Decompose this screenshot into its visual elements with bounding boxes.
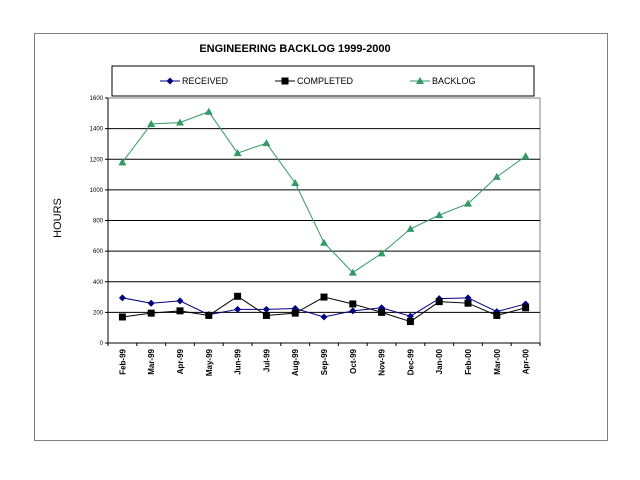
data-point-received — [349, 307, 357, 315]
data-point-completed — [205, 311, 213, 319]
data-point-completed — [493, 311, 501, 319]
x-tick-label: Aug-99 — [291, 348, 300, 376]
data-point-backlog — [291, 178, 300, 186]
data-point-received — [464, 294, 472, 302]
axes: 0 200 400 600 800 1000 1200 1400 1600 Feb-99 Mar-9… — [90, 96, 541, 376]
data-point-received — [406, 312, 414, 320]
y-tick-label: 1600 — [90, 96, 104, 102]
y-tick-label: 200 — [93, 310, 104, 316]
series-layer — [118, 107, 530, 326]
y-tick-label: 1200 — [90, 157, 104, 163]
x-tick-label: Mar-99 — [147, 348, 156, 374]
y-tick-label: 800 — [93, 219, 104, 225]
data-point-completed — [147, 309, 155, 317]
y-tick-label: 1400 — [90, 127, 104, 133]
legend-label-backlog: BACKLOG — [432, 76, 476, 86]
data-point-received — [147, 299, 155, 307]
x-tick-label: Feb-99 — [118, 348, 127, 374]
data-point-backlog — [176, 118, 184, 126]
legend-label-received: RECEIVED — [182, 76, 229, 86]
x-tick-label: Feb-00 — [464, 348, 473, 374]
data-point-completed — [262, 311, 270, 319]
x-tick-label: Jan-00 — [435, 348, 444, 374]
data-point-received — [176, 297, 184, 305]
data-point-backlog — [233, 149, 242, 157]
data-point-completed — [118, 313, 126, 321]
data-point-completed — [176, 307, 184, 315]
data-point-backlog — [464, 199, 472, 207]
data-point-completed — [320, 293, 328, 301]
x-tick-label: Apr-00 — [522, 348, 531, 374]
x-tick-label: Apr-99 — [176, 348, 185, 374]
data-point-completed — [522, 304, 530, 312]
data-point-completed — [464, 299, 472, 307]
x-tick-label: Oct-99 — [349, 348, 358, 373]
data-point-completed — [406, 318, 414, 326]
data-point-completed — [435, 298, 443, 306]
x-tick-label: May-99 — [205, 348, 214, 376]
chart-title: ENGINEERING BACKLOG 1999-2000 — [199, 43, 390, 55]
data-point-backlog — [492, 172, 501, 180]
x-tick-label: Mar-00 — [493, 348, 502, 374]
x-tick-label: Sep-99 — [320, 348, 329, 375]
data-point-received — [118, 294, 126, 302]
x-tick-label: Dec-99 — [406, 348, 415, 375]
data-point-completed — [291, 309, 299, 317]
x-tick-label: Nov-99 — [378, 348, 387, 375]
y-tick-label: 600 — [93, 249, 104, 255]
data-point-received — [234, 305, 242, 313]
data-point-backlog — [348, 268, 357, 276]
data-point-backlog — [320, 238, 328, 246]
data-point-backlog — [406, 224, 415, 232]
data-point-backlog — [118, 158, 127, 166]
legend-marker-completed — [281, 77, 289, 85]
data-point-backlog — [377, 249, 386, 257]
data-point-backlog — [147, 120, 156, 128]
data-point-backlog — [204, 107, 213, 115]
legend-marker-backlog — [416, 77, 424, 84]
y-tick-label: 400 — [93, 280, 104, 286]
data-point-received — [320, 313, 328, 321]
y-tick-label: 1000 — [90, 188, 104, 194]
y-tick-label: 0 — [100, 341, 104, 347]
data-point-completed — [234, 292, 242, 300]
x-tick-label: Jul-99 — [262, 348, 271, 372]
data-point-received — [262, 305, 270, 313]
data-point-backlog — [262, 139, 271, 147]
data-point-completed — [378, 308, 386, 316]
data-point-completed — [349, 300, 357, 308]
legend-entries: RECEIVED COMPLETED BACKLOG — [160, 76, 476, 86]
data-point-backlog — [521, 152, 530, 160]
y-axis-label: HOURS — [52, 198, 64, 238]
data-point-backlog — [435, 211, 444, 219]
legend-marker-received — [166, 77, 174, 85]
x-tick-label: Jun-99 — [234, 348, 243, 374]
legend-label-completed: COMPLETED — [297, 76, 354, 86]
legend — [111, 65, 535, 97]
